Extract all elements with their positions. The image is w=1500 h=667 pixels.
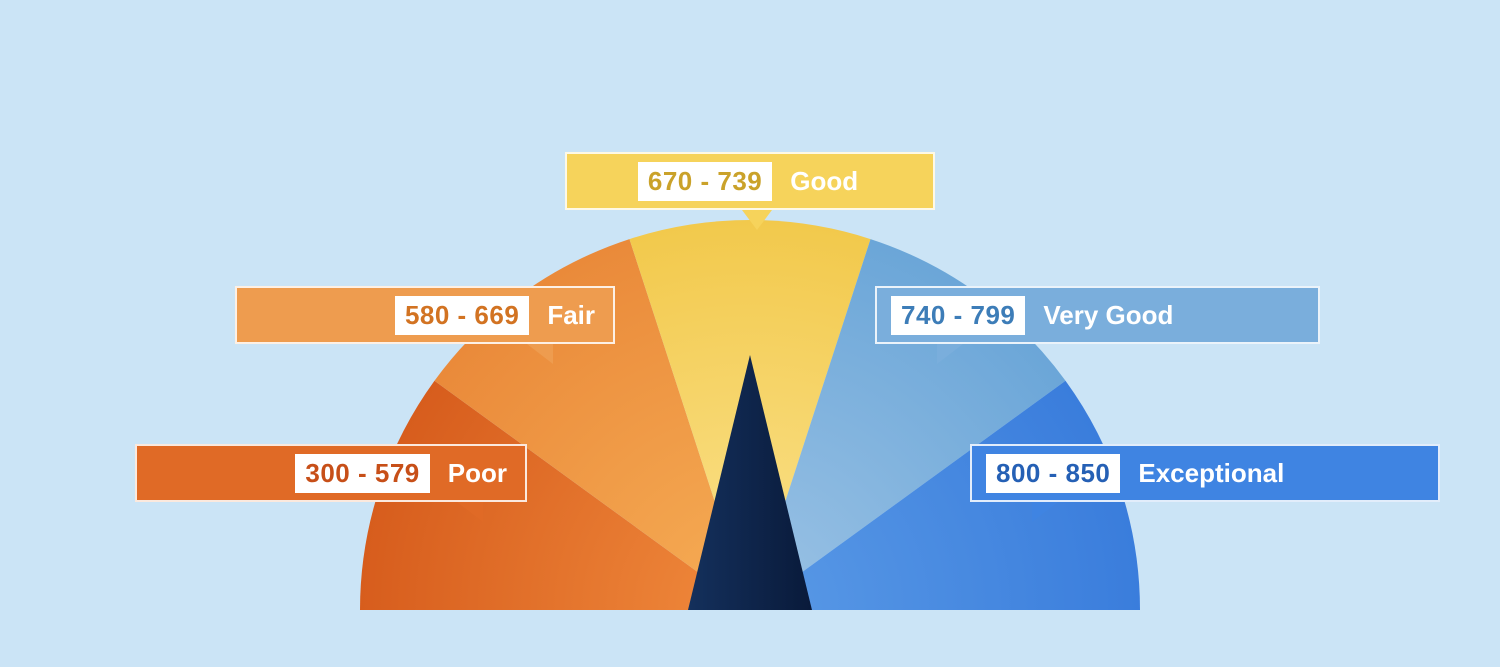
range-label-exceptional: Exceptional	[1138, 458, 1284, 489]
callout-poor: 300 - 579 Poor	[135, 444, 527, 502]
callout-fair: 580 - 669 Fair	[235, 286, 615, 344]
range-value-poor: 300 - 579	[295, 454, 429, 493]
callout-tail-icon	[1032, 502, 1058, 522]
infographic-canvas: FICO Credit Score Ranges 300 - 579Poor58…	[0, 0, 1500, 667]
callout-tail-icon	[527, 344, 553, 364]
range-label-good: Good	[790, 166, 858, 197]
callout-tail-icon	[937, 344, 963, 364]
callout-exceptional: 800 - 850 Exceptional	[970, 444, 1440, 502]
callout-tail-icon	[742, 210, 772, 230]
range-label-verygood: Very Good	[1043, 300, 1173, 331]
callout-verygood: 740 - 799 Very Good	[875, 286, 1320, 344]
range-value-verygood: 740 - 799	[891, 296, 1025, 335]
callout-good: 670 - 739 Good	[565, 152, 935, 210]
range-value-fair: 580 - 669	[395, 296, 529, 335]
range-value-exceptional: 800 - 850	[986, 454, 1120, 493]
range-label-fair: Fair	[547, 300, 595, 331]
callout-tail-icon	[457, 502, 483, 522]
range-label-poor: Poor	[448, 458, 507, 489]
range-value-good: 670 - 739	[638, 162, 772, 201]
